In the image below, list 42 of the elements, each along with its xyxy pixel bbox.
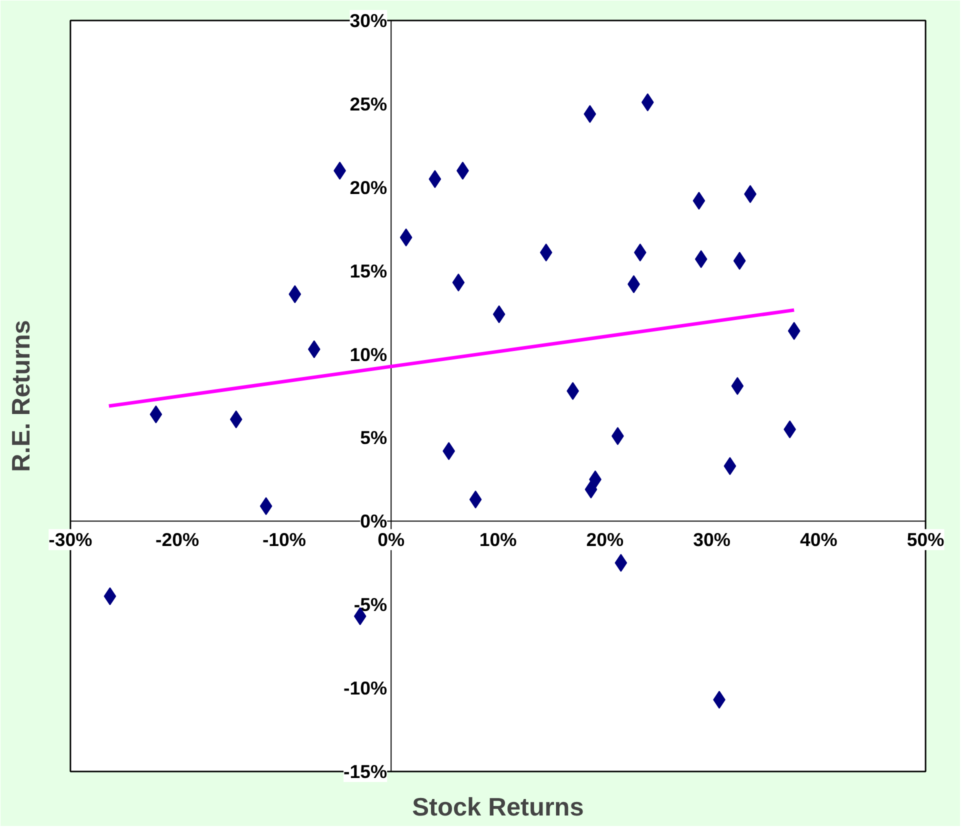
x-tick-label: -30% bbox=[48, 529, 93, 550]
point bbox=[540, 243, 552, 262]
point bbox=[260, 497, 272, 516]
point bbox=[733, 252, 746, 270]
y-axis-title: R.E. Returns bbox=[8, 320, 36, 472]
point bbox=[428, 170, 442, 188]
y-tick-label: -5% bbox=[354, 594, 388, 616]
x-tick-label: 0% bbox=[378, 529, 405, 550]
point bbox=[308, 340, 320, 358]
point bbox=[230, 410, 242, 428]
point bbox=[614, 554, 628, 572]
y-tick-label: -10% bbox=[344, 678, 388, 699]
point bbox=[150, 405, 162, 424]
x-tick-label: -10% bbox=[262, 529, 306, 550]
y-tick-label: 30% bbox=[350, 10, 388, 32]
x-tick-label: 10% bbox=[479, 529, 518, 550]
x-tick-label: 20% bbox=[586, 529, 624, 550]
point bbox=[731, 376, 744, 395]
y-tick-label: 20% bbox=[350, 176, 388, 198]
x-tick-label: -20% bbox=[156, 529, 200, 550]
point bbox=[452, 274, 465, 292]
y-tick-label: 5% bbox=[360, 427, 388, 448]
y-tick-label: -15% bbox=[344, 760, 388, 782]
x-axis-title: Stock Returns bbox=[412, 794, 584, 822]
y-tick-label: 0% bbox=[360, 510, 388, 532]
point bbox=[492, 305, 506, 324]
point bbox=[400, 228, 412, 246]
y-tick-label: 10% bbox=[350, 344, 388, 365]
y-tick-label: 15% bbox=[350, 260, 388, 282]
x-tick-label: 40% bbox=[800, 529, 838, 550]
x-tick-label: 50% bbox=[906, 529, 945, 550]
y-tick-label: 25% bbox=[350, 93, 388, 114]
point bbox=[104, 587, 116, 606]
point bbox=[692, 192, 706, 210]
x-tick-label: 30% bbox=[693, 529, 731, 550]
point bbox=[788, 322, 800, 340]
point bbox=[724, 457, 736, 476]
point bbox=[694, 250, 708, 268]
point bbox=[288, 285, 302, 304]
point bbox=[641, 93, 654, 112]
point bbox=[469, 490, 482, 508]
point bbox=[584, 104, 596, 123]
